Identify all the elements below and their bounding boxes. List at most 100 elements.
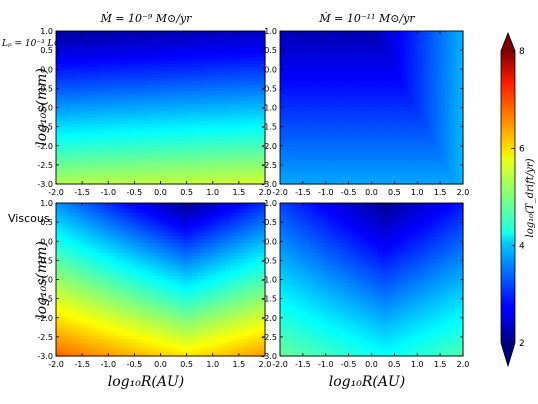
heatmap-cell [108,64,113,69]
heatmap-cell [129,84,134,89]
heatmap-cell [76,67,81,72]
heatmap-cell [62,180,68,185]
heatmap-cell [174,84,179,89]
heatmap-cell [244,100,249,105]
heatmap-cell [240,104,245,109]
heatmap-cell [111,154,116,158]
heatmap-cell [286,170,290,175]
heatmap-cell [59,137,64,142]
heatmap-cell [125,47,130,52]
heatmap-cell [118,74,123,79]
heatmap-cell [244,177,249,182]
heatmap-cell [237,144,242,149]
heatmap-cell [233,127,238,132]
heatmap-cell [108,100,113,105]
heatmap-cell [292,134,296,139]
heatmap-cell [163,80,169,85]
heatmap-cell [97,31,102,35]
heatmap-cell [73,37,78,42]
heatmap-cell [337,137,342,142]
heatmap-cell [73,137,78,142]
heatmap-cell [219,44,224,49]
heatmap-cell [341,87,345,92]
heatmap-cell [191,64,196,69]
heatmap-cell [195,154,200,158]
heatmap-cell [191,94,196,99]
heatmap-cell [289,107,293,112]
heatmap-cell [181,170,186,175]
heatmap-cell [319,157,324,162]
heatmap-cell [283,177,287,182]
heatmap-cell [174,97,179,102]
heatmap-cell [337,31,342,35]
heatmap-cell [108,110,113,115]
heatmap-cell [212,77,217,82]
heatmap-cell [136,134,141,139]
heatmap-cell [170,160,176,165]
heatmap-cell [198,107,203,112]
heatmap-cell [301,117,305,122]
heatmap-cell [132,117,137,122]
heatmap-cell [254,110,259,115]
heatmap-cell [181,107,186,112]
heatmap-cell [90,137,95,142]
heatmap-cell [325,40,330,45]
heatmap-cell [108,74,113,79]
heatmap-cell [66,114,71,119]
heatmap-cell [73,64,78,69]
heatmap-cell [230,180,235,185]
heatmap-cell [181,54,186,59]
heatmap-cell [87,104,92,109]
heatmap-cell [174,90,179,95]
heatmap-cell [139,164,144,168]
heatmap-cell [322,44,327,49]
heatmap-cell [167,114,172,119]
heatmap-cell [331,44,336,49]
heatmap-cell [283,31,287,35]
heatmap-cell [307,40,312,45]
heatmap-cell [283,167,287,172]
heatmap-cell [226,164,231,168]
heatmap-cell [331,94,336,99]
heatmap-cell [261,140,266,145]
heatmap-cell [191,84,196,89]
heatmap-cell [254,160,259,165]
heatmap-cell [167,54,172,59]
heatmap-cell [233,47,238,52]
heatmap-cell [143,64,148,69]
heatmap-cell [219,70,224,75]
heatmap-cell [80,60,85,65]
heatmap-cell [198,90,203,95]
heatmap-cell [216,87,221,92]
heatmap-cell [90,167,95,172]
heatmap-cell [237,130,242,135]
heatmap-cell [331,67,336,72]
heatmap-cell [181,31,186,35]
heatmap-cell [198,77,203,82]
heatmap-cell [90,124,95,129]
heatmap-cell [334,90,339,95]
heatmap-cell [251,80,256,85]
heatmap-cell [87,124,92,129]
heatmap-cell [104,97,109,102]
heatmap-cell [322,180,327,185]
heatmap-cell [341,160,345,165]
heatmap-cell [132,104,137,109]
heatmap-cell [233,167,238,172]
heatmap-cell [198,70,203,75]
heatmap-cell [174,180,179,185]
heatmap-cell [118,40,123,45]
heatmap-cell [237,114,242,119]
heatmap-cell [209,31,214,35]
heatmap-cell [240,77,245,82]
heatmap-cell [62,124,68,129]
heatmap-cell [298,134,302,139]
heatmap-cell [195,40,200,45]
heatmap-cell [125,44,130,49]
heatmap-cell [146,110,151,115]
heatmap-cell [167,110,172,115]
heatmap-cell [122,160,127,165]
heatmap-cell [334,177,339,182]
heatmap-cell [280,70,284,75]
heatmap-cell [125,94,130,99]
